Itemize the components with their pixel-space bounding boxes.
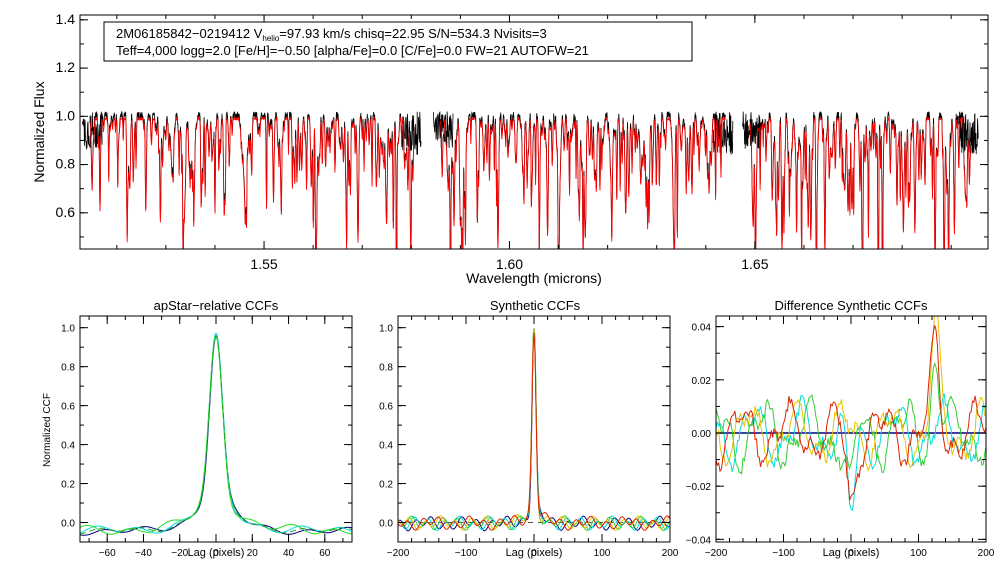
ccf2-xtick-label: 100 — [594, 548, 611, 559]
ccf1-xtick-label: 0 — [213, 548, 219, 559]
ccf2-ytick-label: 0.6 — [379, 402, 393, 413]
ccf1-xtick-label: 60 — [319, 548, 331, 559]
ccf1-lines — [80, 332, 352, 536]
spectrum-panel: 1.55 1.60 1.65 0.6 0.8 1.0 1.2 1.4 2M06185842−0… — [31, 11, 989, 286]
spectrum-observed-edge-left-chip2 — [433, 111, 454, 149]
ccf2-ytick-label: 0.8 — [379, 363, 393, 374]
ccf2-series-lime — [398, 329, 670, 531]
ccf3-lines — [716, 316, 986, 512]
ccf3-panel: Difference Synthetic CCFs −200 −100 0 100 20… — [686, 298, 995, 559]
spectrum-ticks: 1.55 1.60 1.65 0.6 0.8 1.0 1.2 1.4 — [56, 11, 988, 272]
spectrum-info-line1: 2M06185842−0219412 Vhelio=97.93 km/s chi… — [116, 26, 547, 43]
ccf1-xtick-label: −40 — [135, 548, 152, 559]
spectrum-ylabel: Normalized Flux — [31, 81, 47, 182]
ccf2-ticks: −200 −100 0 100 200 0.0 0.2 0.4 0.6 0.8 1.0 — [379, 316, 679, 559]
spectrum-info-box — [103, 21, 693, 62]
ccf3-xtick-label: 0 — [848, 548, 854, 559]
ccf2-ytick-label: 1.0 — [379, 324, 393, 335]
ccf1-xtick-label: 20 — [247, 548, 259, 559]
spectrum-ytick-label: 1.0 — [56, 107, 76, 123]
ccf3-title: Difference Synthetic CCFs — [775, 298, 928, 313]
ccf1-ytick-label: 0.6 — [61, 402, 75, 413]
ccf2-ytick-label: 0.2 — [379, 480, 393, 491]
ccf2-xtick-label: 200 — [662, 548, 679, 559]
ccf3-xtick-label: −100 — [772, 548, 795, 559]
ccf3-ytick-label: −0.02 — [686, 482, 712, 493]
ccf1-title: apStar−relative CCFs — [154, 298, 279, 313]
ccf2-xtick-label: −100 — [455, 548, 478, 559]
ccf3-series-red — [716, 325, 986, 501]
ccf2-title: Synthetic CCFs — [490, 298, 581, 313]
ccf3-xtick-label: −200 — [705, 548, 728, 559]
ccf1-xtick-label: −20 — [171, 548, 188, 559]
ccf1-ytick-label: 0.4 — [61, 441, 75, 452]
ccf2-xtick-label: −200 — [387, 548, 410, 559]
ccf2-panel: Synthetic CCFs −200 −100 0 100 200 0.0 0.2 0.4 0… — [379, 298, 679, 559]
ccf3-series-yellow — [716, 316, 986, 472]
spectrum-observed-edge-right-chip1 — [401, 111, 422, 155]
spectrum-axes-frame — [79, 14, 989, 250]
ccf1-ytick-label: 1.0 — [61, 324, 75, 335]
spectrum-observed-edge-left-chip3 — [742, 111, 763, 150]
ccf3-ticks: −200 −100 0 100 200 −0.04 −0.02 0.00 0.02 0.04 — [686, 316, 995, 559]
spectrum-ytick-label: 0.8 — [56, 156, 76, 172]
ccf3-ytick-label: −0.04 — [686, 535, 712, 546]
ccf1-series-cyan — [80, 332, 352, 534]
ccf1-ytick-label: 0.2 — [61, 480, 75, 491]
spectrum-lines — [82, 110, 979, 249]
spectrum-model-line-chip3 — [749, 115, 972, 249]
info-line1-part-a: 2M06185842−0219412 V — [116, 26, 263, 41]
ccf3-xtick-label: 200 — [978, 548, 995, 559]
spectrum-xtick-label: 1.55 — [250, 256, 277, 272]
ccf1-ylabel: Normalized CCF — [42, 393, 53, 467]
spectrum-ytick-label: 1.4 — [56, 11, 76, 27]
ccf1-ytick-label: 0.8 — [61, 363, 75, 374]
ccf3-xlabel: Lag (pixels) — [823, 547, 880, 559]
spectrum-xlabel: Wavelength (microns) — [466, 270, 602, 286]
ccf2-series-red — [398, 332, 670, 531]
spectrum-info-line2: Teff=4,000 logg=2.0 [Fe/H]=−0.50 [alpha/… — [116, 43, 589, 58]
ccf1-xtick-label: 40 — [283, 548, 295, 559]
ccf1-xlabel: Lag (pixels) — [188, 547, 245, 559]
ccf1-panel: apStar−relative CCFs −60 −40 −20 0 20 40 60 0.0… — [42, 298, 353, 559]
ccf3-xtick-label: 100 — [910, 548, 927, 559]
ccf1-ytick-label: 0.0 — [61, 519, 75, 530]
ccf2-xtick-label: 0 — [531, 548, 537, 559]
info-line1-subscript: helio — [262, 34, 279, 43]
spectrum-observed-edge-right-chip2 — [712, 111, 734, 155]
ccf2-ytick-label: 0.4 — [379, 441, 393, 452]
ccf1-ticks: −60 −40 −20 0 20 40 60 0.0 0.2 0.4 0.6 0.8 1.0 — [61, 316, 352, 559]
spectrum-xtick-label: 1.65 — [741, 256, 768, 272]
spectrum-xtick-label: 1.60 — [496, 256, 523, 272]
spectrum-model-line-chip2 — [440, 115, 726, 249]
ccf3-ytick-label: 0.00 — [692, 429, 712, 440]
ccf2-lines — [398, 328, 670, 532]
info-line1-part-b: =97.93 km/s chisq=22.95 S/N=534.3 Nvisit… — [279, 26, 546, 41]
ccf1-series-green-dashed — [80, 334, 352, 535]
spectrum-model-line-chip1 — [89, 115, 415, 249]
spectrum-ytick-label: 1.2 — [56, 59, 76, 75]
ccf2-ytick-label: 0.0 — [379, 519, 393, 530]
ccf3-ytick-label: 0.02 — [692, 376, 712, 387]
ccf2-xlabel: Lag (pixels) — [506, 547, 563, 559]
ccf3-ytick-label: 0.04 — [692, 323, 712, 334]
ccf1-xtick-label: −60 — [99, 548, 116, 559]
spectrum-ytick-label: 0.6 — [56, 204, 76, 220]
